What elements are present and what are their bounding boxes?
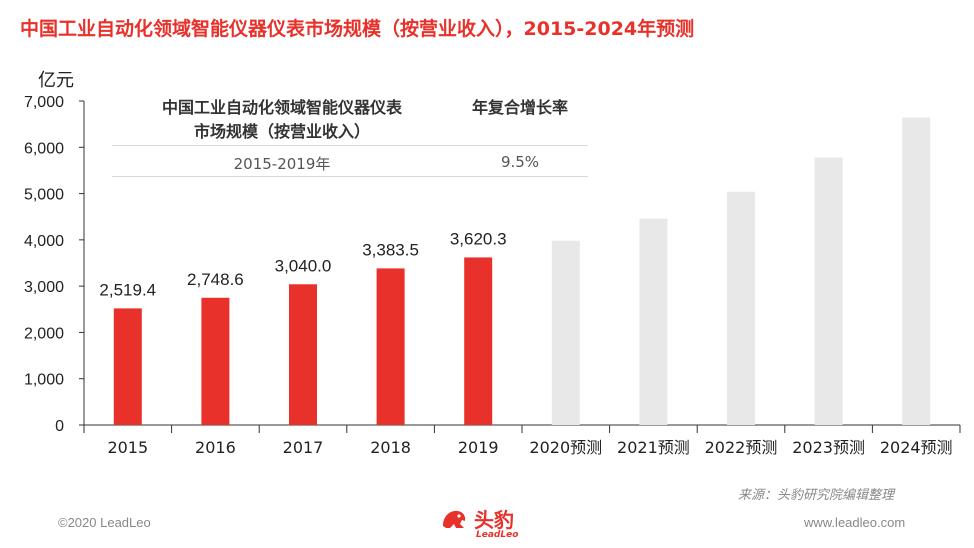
x-tick-label: 2022预测 xyxy=(705,438,778,457)
x-tick-label: 2017 xyxy=(283,438,324,457)
table-header-line1: 中国工业自动化领域智能仪器仪表 xyxy=(161,98,402,117)
chart-title: 中国工业自动化领域智能仪器仪表市场规模（按营业收入），2015-2024年预测 xyxy=(20,18,695,40)
bar-2018 xyxy=(376,268,405,425)
leopard-logo-icon xyxy=(443,510,466,528)
x-tick-label: 2015 xyxy=(107,438,148,457)
bar-2015 xyxy=(113,308,142,425)
y-tick-label: 1,000 xyxy=(24,372,64,389)
y-tick-label: 2,000 xyxy=(24,325,64,342)
x-tick-label: 2016 xyxy=(195,438,236,457)
x-tick-label: 2023预测 xyxy=(792,438,865,457)
source-note: 来源：头豹研究院编辑整理 xyxy=(738,488,895,503)
bar-2020预测 xyxy=(551,240,580,425)
bar-2022预测 xyxy=(727,191,755,425)
bar-2016 xyxy=(201,297,230,425)
y-tick-label: 4,000 xyxy=(24,233,64,250)
logo-subtext: LeadLeo xyxy=(476,530,519,540)
x-tick-label: 2024预测 xyxy=(880,438,953,457)
table-cagr-value: 9.5% xyxy=(500,153,540,171)
y-tick-label: 7,000 xyxy=(24,94,64,111)
bar-2017 xyxy=(289,284,317,425)
x-tick-label: 2018 xyxy=(370,438,411,457)
footer-copyright: ©2020 LeadLeo xyxy=(58,515,151,530)
brand-logo: 头豹 LeadLeo xyxy=(440,502,520,546)
y-tick-label: 0 xyxy=(55,418,64,435)
table-divider xyxy=(112,145,588,146)
bar-2023预测 xyxy=(814,157,843,425)
data-label: 3,040.0 xyxy=(275,256,332,275)
x-tick-label: 2021预测 xyxy=(617,438,690,457)
bar-2024预测 xyxy=(902,117,931,426)
x-tick-label: 2019 xyxy=(458,438,499,457)
footer-website[interactable]: www.leadleo.com xyxy=(804,515,906,530)
y-tick-label: 3,000 xyxy=(24,279,64,296)
table-period: 2015-2019年 xyxy=(233,155,331,173)
table-header-cagr: 年复合增长率 xyxy=(471,98,568,117)
bar-2019 xyxy=(464,257,493,425)
y-tick-label: 6,000 xyxy=(24,140,64,157)
table-bottom-line xyxy=(112,176,588,177)
x-tick-label: 2020预测 xyxy=(529,438,602,457)
data-label: 3,383.5 xyxy=(362,240,419,259)
table-header-market-size: 中国工业自动化领域智能仪器仪表 市场规模（按营业收入） xyxy=(112,96,452,144)
logo-text: 头豹 xyxy=(474,508,514,532)
data-label: 2,748.6 xyxy=(187,270,244,289)
table-header-line2: 市场规模（按营业收入） xyxy=(193,122,370,141)
data-label: 2,519.4 xyxy=(99,280,156,299)
bar-2021预测 xyxy=(639,218,668,425)
y-tick-label: 5,000 xyxy=(24,187,64,204)
data-label: 3,620.3 xyxy=(450,229,507,248)
y-axis-unit: 亿元 xyxy=(38,70,74,91)
